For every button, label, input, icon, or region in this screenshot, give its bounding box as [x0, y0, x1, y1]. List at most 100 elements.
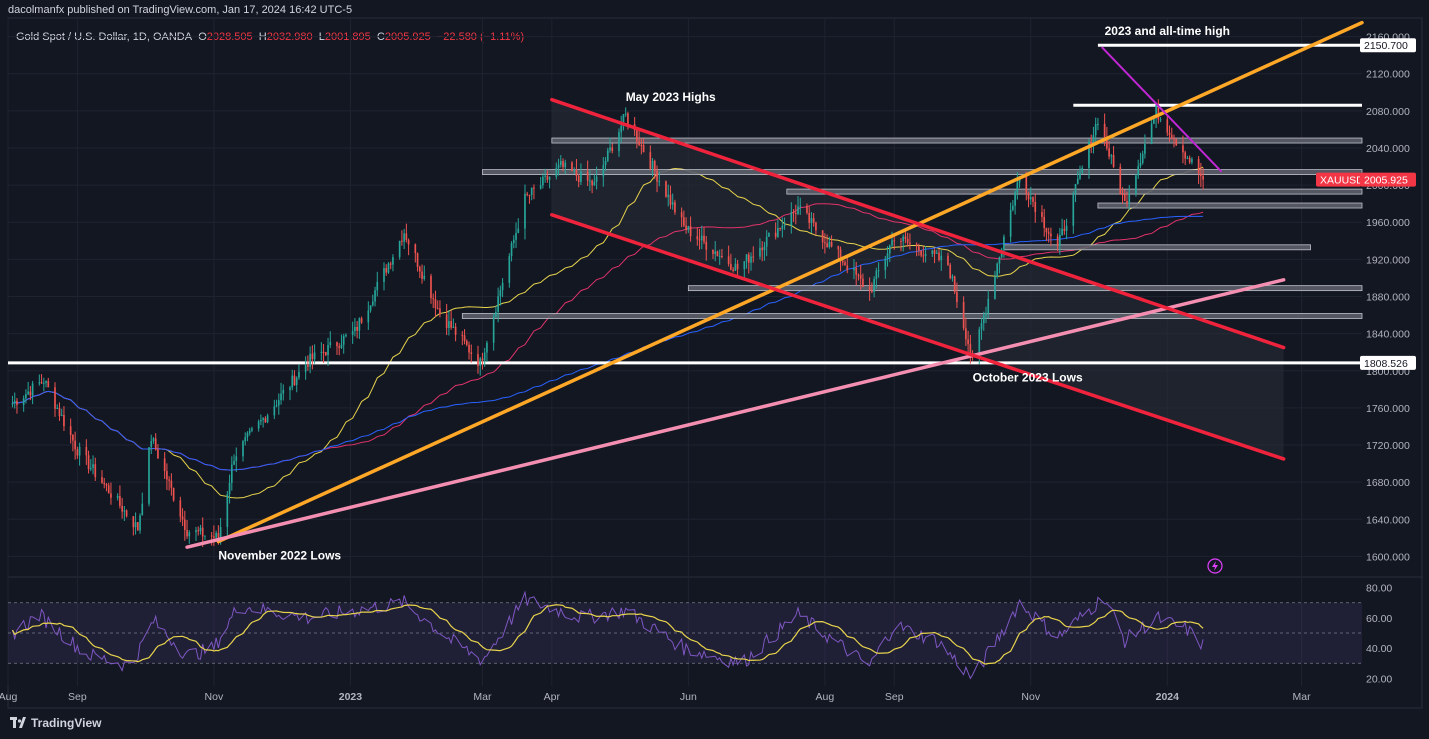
candle-body [371, 301, 374, 306]
price-tick-label: 1760.000 [1366, 403, 1410, 415]
candle-body [1112, 155, 1115, 167]
candle-body [119, 495, 121, 506]
candle-body [1059, 235, 1061, 247]
candle-body [110, 493, 112, 498]
candle-body [873, 279, 875, 292]
candle-body [1081, 167, 1084, 173]
time-tick-label: Sep [68, 691, 87, 703]
rsi-tick-label: 80.00 [1366, 583, 1392, 595]
candle-body [736, 263, 739, 270]
candle-body [727, 256, 730, 264]
time-tick-label: Apr [544, 691, 561, 703]
candle-body [595, 176, 598, 182]
candle-body [85, 446, 88, 456]
candle-body [698, 239, 701, 241]
candle-body [526, 193, 529, 195]
time-tick-label: Nov [205, 691, 224, 703]
candle-body [383, 268, 385, 282]
candle-body [857, 274, 860, 276]
candle-body [1072, 193, 1075, 226]
candle-body [392, 257, 394, 265]
candle-body [839, 249, 842, 261]
candle-body [969, 344, 972, 353]
candle-body [1079, 172, 1081, 179]
candle-body [1175, 139, 1178, 146]
candle-body [1043, 216, 1046, 228]
candle-body [669, 194, 672, 205]
candle-body [922, 255, 925, 257]
candle-body [313, 352, 316, 360]
candle-body [201, 527, 204, 537]
price-tick-label: 1880.000 [1366, 292, 1410, 304]
candle-body [799, 205, 802, 207]
tradingview-footer[interactable]: TradingView [10, 716, 101, 730]
level-zone [551, 137, 1363, 144]
trendline-channel-lower [550, 213, 1286, 461]
annotation-label: May 2023 Highs [626, 90, 716, 104]
candle-body [687, 226, 690, 230]
price-tag-label: XAUUSD [1320, 175, 1364, 187]
candle-body [830, 241, 833, 247]
candle-body [824, 242, 826, 244]
candle-body [624, 113, 627, 115]
price-tick-label: 2080.000 [1366, 106, 1410, 118]
candle-body [606, 150, 609, 161]
candle-body [403, 233, 405, 242]
annotation-label: 2023 and all-time high [1105, 24, 1230, 38]
candle-body [893, 240, 896, 242]
candle-body [1034, 201, 1037, 213]
price-tick-label: 1600.000 [1366, 551, 1410, 563]
candle-body [405, 233, 408, 241]
candle-body [1188, 157, 1191, 163]
candle-body [593, 181, 596, 186]
candle-body [886, 253, 889, 259]
candle-body [470, 352, 473, 355]
candle-body [1182, 145, 1184, 153]
candle-body [298, 371, 300, 378]
price-tag [1360, 38, 1416, 53]
candle-body [89, 467, 92, 470]
candle-body [653, 160, 656, 171]
time-tick-label: 2024 [1156, 691, 1180, 703]
candle-body [1016, 182, 1019, 193]
candle-body [815, 222, 817, 231]
candle-body [213, 536, 215, 538]
candle-body [828, 241, 831, 248]
candle-body [463, 335, 466, 342]
candle-body [1108, 148, 1110, 157]
candle-body [273, 406, 276, 416]
candle-body [611, 147, 614, 152]
time-tick-label: 2023 [339, 691, 363, 703]
price-tick-label: 1640.000 [1366, 514, 1410, 526]
candle-body [340, 344, 343, 348]
candle-body [199, 527, 202, 532]
candle-body [266, 415, 269, 423]
candle-body [1121, 194, 1124, 196]
candle-body [734, 263, 737, 271]
candle-body [996, 263, 999, 277]
candle-body [1027, 193, 1030, 200]
candle-body [1041, 212, 1043, 217]
price-tag-label: 1808.526 [1364, 358, 1408, 370]
rsi-tick-label: 40.00 [1366, 643, 1392, 655]
candle-body [640, 145, 643, 147]
candle-body [510, 243, 513, 257]
candle-body [902, 236, 905, 242]
candle-body [45, 381, 47, 383]
candle-body [277, 400, 280, 406]
candle-body [322, 351, 325, 353]
candle-body [933, 250, 936, 254]
candle-body [700, 235, 703, 241]
candle-body [1135, 175, 1137, 194]
candle-body [909, 242, 911, 244]
candle-body [877, 270, 880, 272]
candle-body [197, 530, 200, 532]
candle-body [759, 247, 761, 257]
candle-body [924, 253, 927, 256]
candle-body [810, 218, 813, 223]
candle-body [1202, 176, 1204, 180]
candle-body [656, 170, 658, 182]
candle-body [862, 278, 864, 287]
candle-body [338, 346, 341, 348]
